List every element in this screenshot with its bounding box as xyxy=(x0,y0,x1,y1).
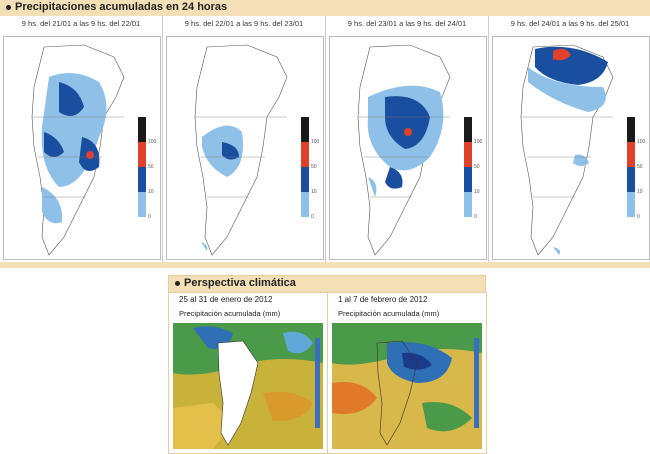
legend-tick: 10 xyxy=(637,189,643,195)
legend-tick: 0 xyxy=(474,214,477,220)
legend-color-0 xyxy=(138,192,146,217)
legend-color-50 xyxy=(627,142,635,167)
section-title: Perspectiva climática xyxy=(184,277,296,289)
precip-map: 100 50 10 0 xyxy=(492,36,650,260)
legend-color-10 xyxy=(627,167,635,192)
panel-period-label: 9 hs. del 21/01 a las 9 hs. del 22/01 xyxy=(21,19,141,28)
section-header-precip: Precipitaciones acumuladas en 24 horas xyxy=(0,0,650,17)
climate-panel-1: 25 al 31 de enero de 2012 Precipitación … xyxy=(168,292,328,454)
legend-tick: 10 xyxy=(474,189,480,195)
climate-map xyxy=(173,323,323,449)
argentina-map xyxy=(357,44,451,256)
section-header-climate: Perspectiva climática xyxy=(168,275,486,293)
legend-color-0 xyxy=(301,192,309,217)
legend-color-50 xyxy=(301,142,309,167)
argentina-map xyxy=(520,44,614,256)
legend-tick: 0 xyxy=(637,214,640,220)
precip-panel-4: 9 hs. del 24/01 a las 9 hs. del 25/01 10… xyxy=(489,16,650,262)
legend-tick: 100 xyxy=(474,139,483,145)
legend-tick: 50 xyxy=(474,164,480,170)
legend-color-10 xyxy=(301,167,309,192)
legend-tick: 50 xyxy=(311,164,317,170)
precip-map: 100 50 10 0 xyxy=(166,36,324,260)
argentina-map xyxy=(31,44,125,256)
legend-color-100 xyxy=(301,117,309,142)
legend-color-10 xyxy=(464,167,472,192)
climate-map xyxy=(332,323,482,449)
climate-map-label: Precipitación acumulada (mm) xyxy=(338,309,440,318)
legend-color-0 xyxy=(464,192,472,217)
legend-color-50 xyxy=(138,142,146,167)
legend-tick: 10 xyxy=(148,189,154,195)
panel-period-label: 9 hs. del 23/01 a las 9 hs. del 24/01 xyxy=(347,19,467,28)
legend-tick: 100 xyxy=(637,139,646,145)
section-title: Precipitaciones acumuladas en 24 horas xyxy=(15,1,228,13)
legend-color-100 xyxy=(138,117,146,142)
bullet-icon xyxy=(6,4,11,10)
precip-map: 100 50 10 0 xyxy=(329,36,487,260)
legend-color-0 xyxy=(627,192,635,217)
legend-tick: 100 xyxy=(148,139,157,145)
legend-color-50 xyxy=(464,142,472,167)
legend-color-10 xyxy=(138,167,146,192)
climate-panel-2: 1 al 7 de febrero de 2012 Precipitación … xyxy=(327,292,487,454)
panel-period-label: 9 hs. del 24/01 a las 9 hs. del 25/01 xyxy=(510,19,630,28)
precip-map: 100 50 10 0 xyxy=(3,36,161,260)
climate-map-label: Precipitación acumulada (mm) xyxy=(179,309,281,318)
climate-period-date: 25 al 31 de enero de 2012 xyxy=(179,295,273,304)
panel-period-label: 9 hs. del 22/01 a las 9 hs. del 23/01 xyxy=(184,19,304,28)
legend-color-100 xyxy=(464,117,472,142)
legend-color-100 xyxy=(627,117,635,142)
legend-tick: 50 xyxy=(148,164,154,170)
argentina-map xyxy=(194,44,288,256)
section-divider xyxy=(0,262,650,268)
precip-panel-1: 9 hs. del 21/01 a las 9 hs. del 22/01 10… xyxy=(0,16,163,262)
legend-tick: 0 xyxy=(311,214,314,220)
precip-panel-2: 9 hs. del 22/01 a las 9 hs. del 23/01 10… xyxy=(163,16,326,262)
legend-tick: 50 xyxy=(637,164,643,170)
legend-tick: 100 xyxy=(311,139,320,145)
climate-period-date: 1 al 7 de febrero de 2012 xyxy=(338,295,428,304)
legend-tick: 0 xyxy=(148,214,151,220)
bullet-icon xyxy=(175,280,180,286)
precip-panel-3: 9 hs. del 23/01 a las 9 hs. del 24/01 10… xyxy=(326,16,489,262)
legend-tick: 10 xyxy=(311,189,317,195)
